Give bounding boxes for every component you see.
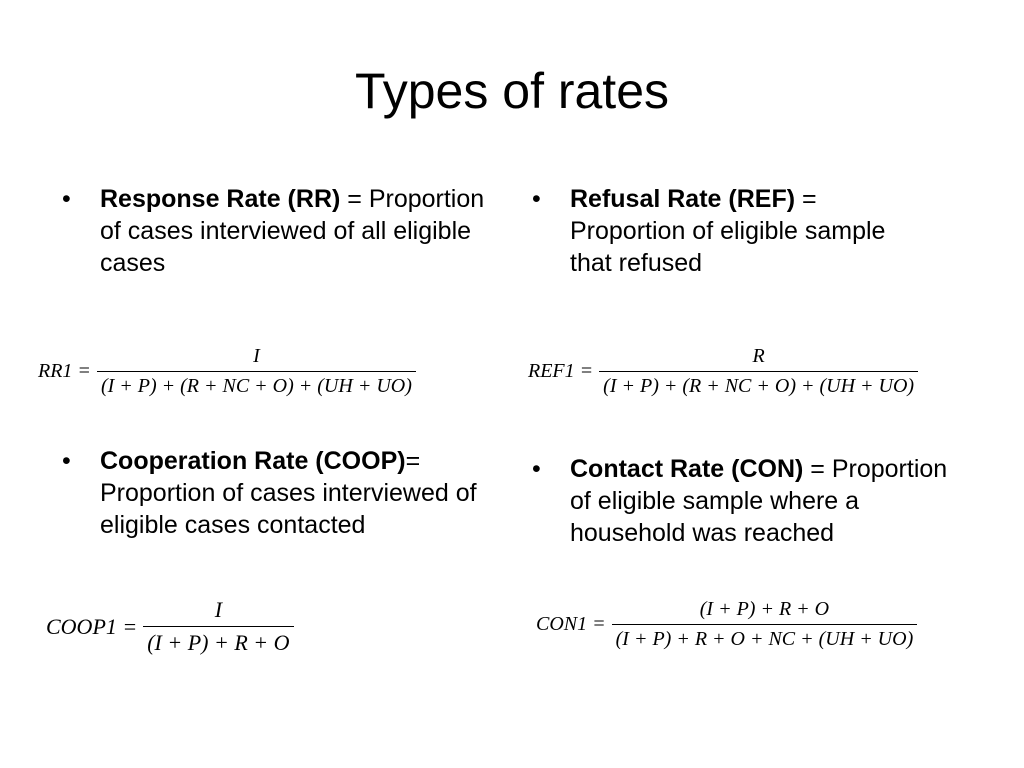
fraction: (I + P) + R + O (I + P) + R + O + NC + (…	[611, 598, 918, 651]
denominator: (I + P) + (R + NC + O) + (UH + UO)	[96, 371, 416, 398]
formula-lhs: COOP1 =	[46, 613, 138, 639]
formula: REF1 = R (I + P) + (R + NC + O) + (UH + …	[528, 345, 919, 398]
definition: = Proportion of eligible sample where a …	[570, 455, 948, 547]
term: Cooperation Rate (COOP)	[100, 447, 406, 475]
bullet-item: Cooperation Rate (COOP)= Proportion of c…	[62, 445, 490, 541]
bullet-item: Response Rate (RR) = Proportion of cases…	[62, 183, 490, 279]
denominator: (I + P) + R + O + NC + (UH + UO)	[611, 624, 918, 651]
fraction: I (I + P) + (R + NC + O) + (UH + UO)	[96, 345, 416, 398]
formula-lhs: RR1 =	[38, 360, 91, 382]
formula: RR1 = I (I + P) + (R + NC + O) + (UH + U…	[38, 345, 416, 398]
term: Contact Rate (CON)	[570, 455, 804, 483]
slide-title: Types of rates	[354, 63, 670, 119]
denominator: (I + P) + (R + NC + O) + (UH + UO)	[599, 371, 919, 398]
formula: CON1 = (I + P) + R + O (I + P) + R + O +…	[536, 598, 918, 651]
numerator: R	[752, 345, 765, 367]
denominator: (I + P) + R + O	[143, 626, 294, 656]
term: Refusal Rate (REF)	[570, 185, 796, 213]
formula-lhs: CON1 =	[536, 613, 606, 635]
definition: = Proportion of eligible sample that ref…	[570, 185, 886, 277]
definition: = Proportion of cases interviewed of all…	[100, 185, 485, 277]
formula: COOP1 = I (I + P) + R + O	[46, 597, 294, 656]
numerator: I	[214, 597, 223, 622]
numerator: (I + P) + R + O	[699, 598, 830, 620]
fraction: R (I + P) + (R + NC + O) + (UH + UO)	[599, 345, 919, 398]
bullet-item: Contact Rate (CON) = Proportion of eligi…	[532, 453, 950, 549]
term: Response Rate (RR)	[100, 185, 341, 213]
definition: = Proportion of cases interviewed of eli…	[100, 447, 477, 539]
numerator: I	[253, 345, 260, 367]
fraction: I (I + P) + R + O	[143, 597, 294, 656]
formula-lhs: REF1 =	[528, 360, 594, 382]
bullet-item: Refusal Rate (REF) = Proportion of eligi…	[532, 183, 900, 279]
